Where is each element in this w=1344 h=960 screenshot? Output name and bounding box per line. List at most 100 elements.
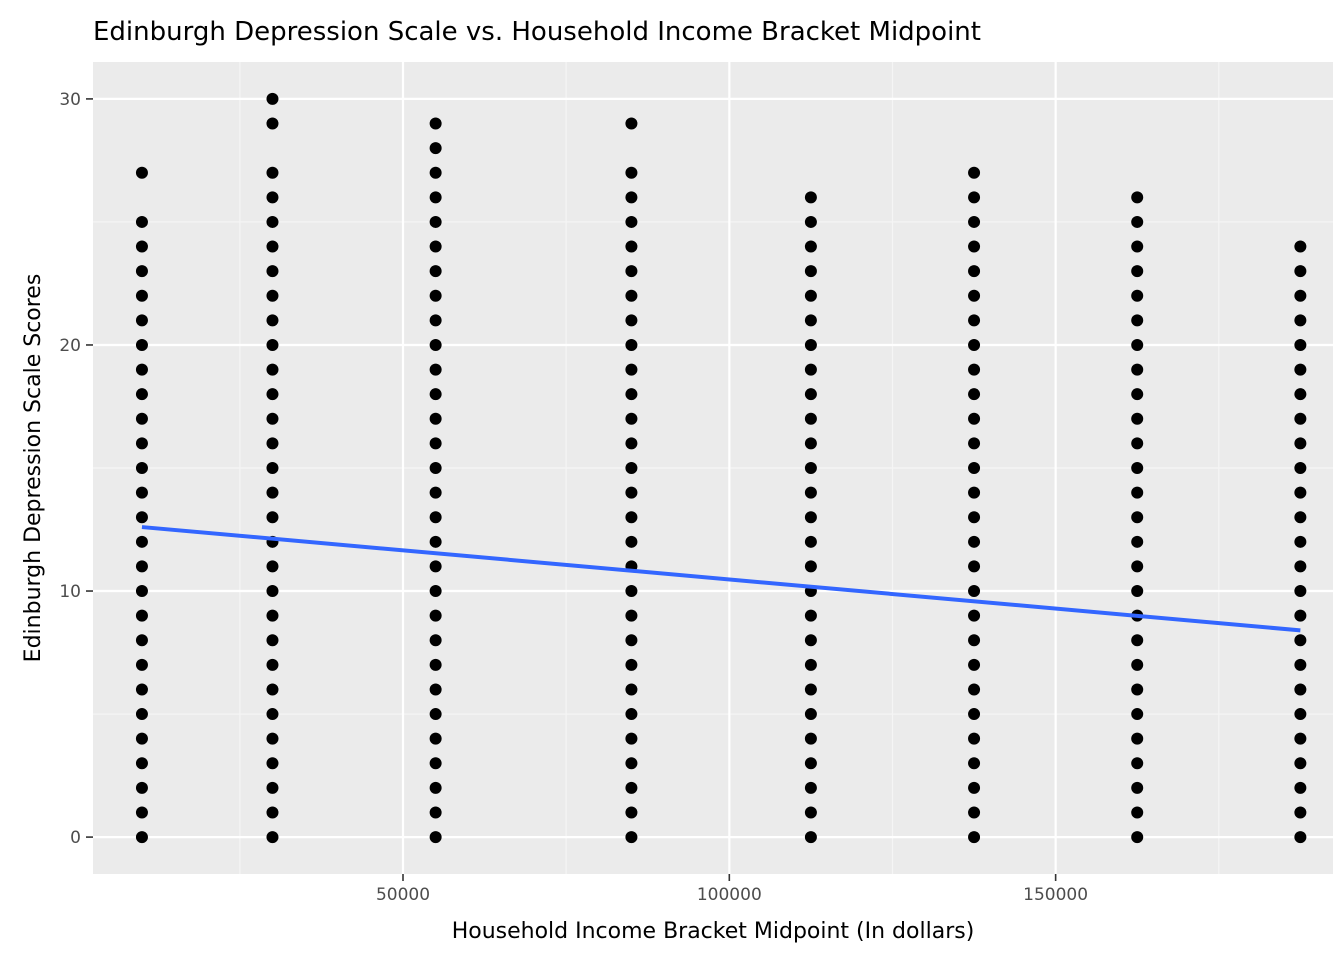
data-point: [429, 166, 442, 179]
data-point: [968, 535, 981, 548]
data-point: [804, 265, 817, 278]
y-axis-title: Edinburgh Depression Scale Scores: [21, 274, 46, 663]
x-tick-label: 50000: [376, 885, 430, 905]
data-point: [625, 609, 638, 622]
data-point: [968, 511, 981, 524]
data-point: [1131, 486, 1144, 499]
data-point: [1131, 585, 1144, 598]
data-point: [804, 462, 817, 474]
trend-line-group: [141, 525, 1301, 633]
data-point: [266, 560, 279, 573]
data-point: [135, 560, 148, 573]
data-point: [625, 338, 638, 351]
data-point: [625, 486, 638, 499]
data-point: [625, 535, 638, 548]
data-point: [135, 215, 148, 228]
data-point: [135, 732, 148, 745]
data-point: [804, 708, 817, 721]
data-point: [1131, 634, 1144, 647]
data-point: [968, 314, 981, 327]
data-point: [1131, 437, 1144, 450]
data-point: [1294, 462, 1307, 474]
data-point: [968, 462, 981, 474]
data-point: [266, 831, 279, 844]
data-point: [625, 265, 638, 278]
data-point: [429, 831, 442, 844]
data-point: [429, 437, 442, 450]
x-tick-label: 150000: [1023, 885, 1088, 905]
data-point: [135, 757, 148, 770]
data-point: [266, 781, 279, 794]
data-point: [968, 708, 981, 721]
data-point: [429, 265, 442, 278]
data-point: [266, 585, 279, 598]
data-point: [429, 117, 442, 130]
data-point: [266, 240, 279, 253]
data-point: [968, 781, 981, 794]
data-point: [429, 215, 442, 228]
data-point: [1131, 363, 1144, 376]
data-point: [266, 486, 279, 499]
data-point: [1294, 757, 1307, 770]
data-point: [1294, 683, 1307, 696]
data-point: [266, 437, 279, 450]
data-point: [804, 191, 817, 204]
data-point: [429, 683, 442, 696]
x-tick-label: 100000: [697, 885, 762, 905]
data-point: [968, 732, 981, 745]
data-point: [266, 757, 279, 770]
data-point: [1131, 265, 1144, 278]
data-point: [968, 412, 981, 425]
data-point: [625, 117, 638, 130]
data-point: [804, 388, 817, 401]
data-point: [625, 831, 638, 844]
data-point: [266, 412, 279, 425]
data-point: [1131, 757, 1144, 770]
data-point: [135, 486, 148, 499]
data-point: [135, 437, 148, 450]
data-point: [1294, 781, 1307, 794]
data-point: [266, 338, 279, 351]
data-point: [625, 708, 638, 721]
data-point: [625, 388, 638, 401]
grid-lines: [93, 62, 1333, 874]
data-point: [266, 166, 279, 179]
data-point: [135, 314, 148, 327]
data-point: [429, 535, 442, 548]
data-point: [429, 757, 442, 770]
data-point: [266, 92, 279, 105]
data-point: [1131, 658, 1144, 671]
data-point: [1131, 462, 1144, 474]
data-point: [266, 462, 279, 474]
data-point: [429, 560, 442, 573]
data-point: [1294, 658, 1307, 671]
data-point: [804, 486, 817, 499]
data-point: [266, 388, 279, 401]
data-point: [625, 658, 638, 671]
data-point: [1294, 535, 1307, 548]
data-point: [625, 412, 638, 425]
data-point: [625, 314, 638, 327]
data-point: [135, 363, 148, 376]
data-point: [1294, 634, 1307, 647]
data-point: [266, 363, 279, 376]
data-point: [266, 215, 279, 228]
data-point: [429, 388, 442, 401]
data-point: [625, 215, 638, 228]
data-point: [429, 191, 442, 204]
data-point: [135, 708, 148, 721]
data-point: [135, 511, 148, 524]
data-point: [135, 166, 148, 179]
data-point: [968, 289, 981, 302]
data-point: [1131, 560, 1144, 573]
data-point: [429, 412, 442, 425]
y-tick-label: 0: [70, 828, 81, 848]
data-point: [429, 781, 442, 794]
data-point: [804, 289, 817, 302]
data-point: [968, 757, 981, 770]
data-point: [804, 314, 817, 327]
data-point: [1131, 240, 1144, 253]
data-point: [968, 388, 981, 401]
y-tick-label: 10: [59, 582, 81, 602]
